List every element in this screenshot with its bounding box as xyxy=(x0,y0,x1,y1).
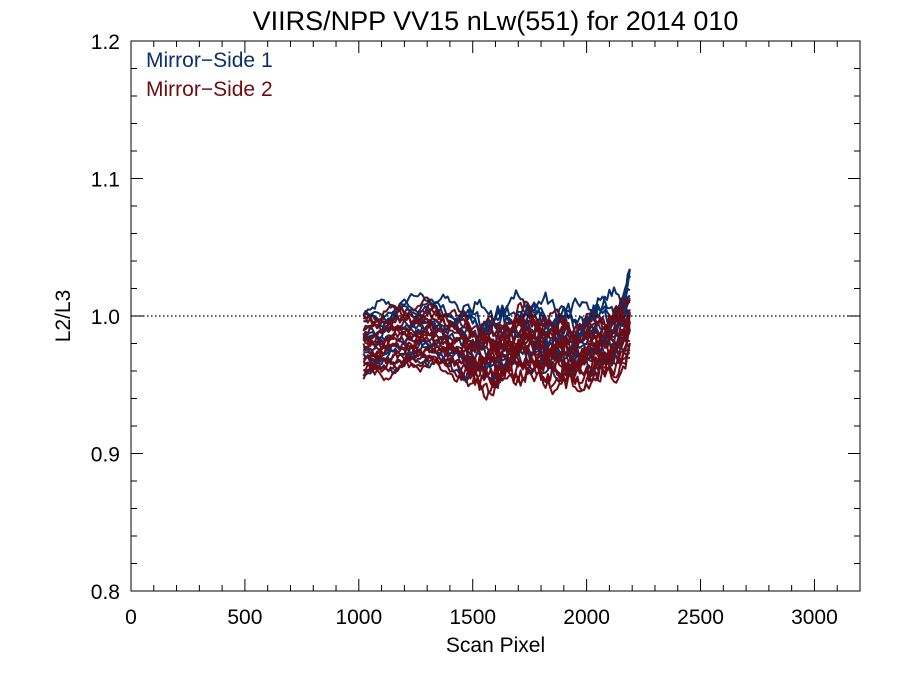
y-tick-label: 1.1 xyxy=(91,169,120,192)
series-2-curve xyxy=(363,349,631,390)
x-tick-label: 2000 xyxy=(563,606,610,629)
legend: Mirror−Side 1 Mirror−Side 2 xyxy=(146,49,273,101)
x-axis-label: Scan Pixel xyxy=(446,634,545,657)
plot-area xyxy=(131,268,860,401)
legend-entry: Mirror−Side 1 xyxy=(146,49,273,72)
chart-title: VIIRS/NPP VV15 nLw(551) for 2014 010 xyxy=(253,6,739,36)
y-tick-label: 0.9 xyxy=(91,444,120,467)
x-tick-label: 1000 xyxy=(335,606,382,629)
series-2-curve xyxy=(362,321,631,366)
axis-ticks: 0 500 1000 1500 2000 2500 3000 0.8 0.9 1.0 1.1 1.2 xyxy=(91,31,861,629)
x-tick-label: 3000 xyxy=(791,606,838,629)
x-tick-label: 1500 xyxy=(449,606,496,629)
x-tick-label: 2500 xyxy=(677,606,724,629)
series-2 xyxy=(362,296,631,401)
series-2-curve xyxy=(362,311,631,352)
legend-entry: Mirror−Side 2 xyxy=(146,78,273,101)
y-axis-label: L2/L3 xyxy=(52,290,75,343)
x-tick-label: 0 xyxy=(125,606,137,629)
y-tick-label: 1.2 xyxy=(91,31,120,54)
y-tick-label: 1.0 xyxy=(91,306,120,329)
y-tick-label: 0.8 xyxy=(91,581,120,604)
x-tick-label: 500 xyxy=(227,606,262,629)
